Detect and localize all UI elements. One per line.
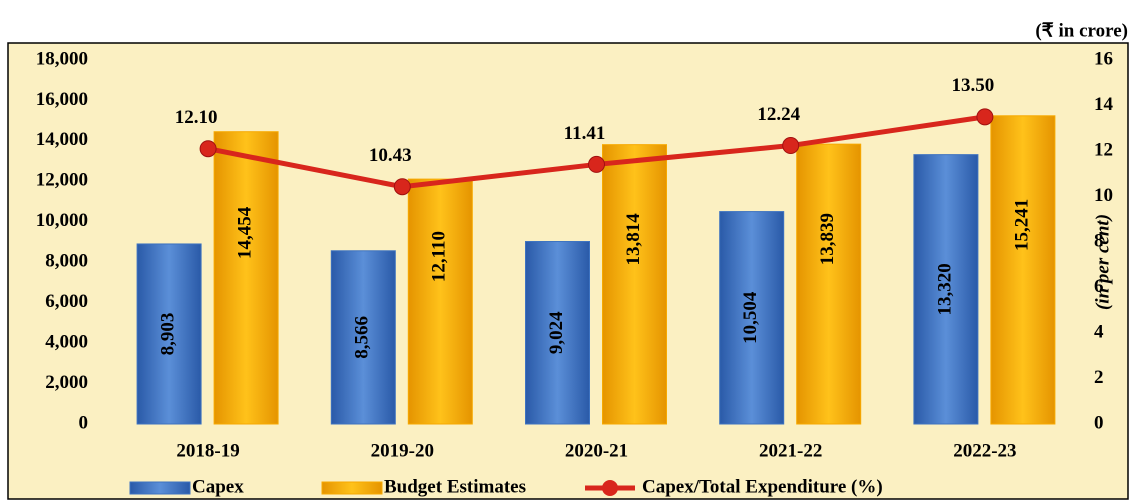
bar-value-label: 14,454 <box>234 206 255 259</box>
line-value-label: 11.41 <box>564 123 606 144</box>
bar <box>990 115 1056 425</box>
legend-marker <box>602 480 618 496</box>
bar <box>407 178 473 425</box>
x-tick-label: 2019-20 <box>371 440 434 461</box>
bar-value-label: 13,814 <box>623 213 644 266</box>
bar-value-label: 13,320 <box>934 263 955 315</box>
bar <box>525 241 590 425</box>
bar-value-label: 13,839 <box>817 213 838 265</box>
legend-label: Budget Estimates <box>384 476 526 497</box>
bar <box>913 154 979 425</box>
y-tick-label: 16,000 <box>36 89 88 110</box>
y2-axis-label: (in per cent) <box>1092 214 1113 310</box>
legend-label: Capex <box>192 476 244 497</box>
line-marker <box>782 137 800 155</box>
bar <box>719 211 785 425</box>
x-tick-label: 2020-21 <box>565 440 628 461</box>
bar-value-label: 8,566 <box>352 316 373 359</box>
x-tick-label: 2021-22 <box>759 440 822 461</box>
bar <box>213 131 279 425</box>
y-tick-label: 2,000 <box>45 372 88 393</box>
y2-tick-label: 14 <box>1094 94 1114 115</box>
bar-value-label: 8,903 <box>157 313 178 356</box>
bar <box>330 250 396 425</box>
y-tick-label: 8,000 <box>45 251 88 272</box>
legend-swatch <box>129 481 191 495</box>
y-tick-label: 10,000 <box>36 210 88 231</box>
bar-value-label: 10,504 <box>740 291 761 344</box>
y2-tick-label: 16 <box>1094 48 1113 69</box>
y2-tick-label: 0 <box>1094 412 1104 433</box>
y2-tick-label: 2 <box>1094 367 1104 388</box>
bar <box>136 243 202 425</box>
line-marker <box>588 155 605 173</box>
y-tick-label: 4,000 <box>45 331 88 352</box>
legend-swatch <box>321 481 383 495</box>
bar <box>602 144 667 425</box>
line-value-label: 12.10 <box>175 107 218 128</box>
unit-label: (₹ in crore) <box>1035 20 1128 41</box>
line-value-label: 10.43 <box>369 145 412 166</box>
bar-value-label: 12,110 <box>429 231 450 282</box>
line-marker <box>976 108 994 126</box>
y2-tick-label: 8 <box>1094 230 1104 251</box>
line-marker <box>393 178 411 196</box>
y-tick-label: 12,000 <box>36 170 88 191</box>
y-tick-label: 14,000 <box>36 129 88 150</box>
y-tick-label: 0 <box>79 412 89 433</box>
y2-tick-label: 12 <box>1094 139 1113 160</box>
x-tick-label: 2018-19 <box>176 440 239 461</box>
line-value-label: 13.50 <box>952 75 995 96</box>
y-tick-label: 6,000 <box>45 291 88 312</box>
y-tick-label: 18,000 <box>36 48 88 69</box>
bar-value-label: 15,241 <box>1011 199 1032 251</box>
y2-tick-label: 4 <box>1094 321 1104 342</box>
y2-tick-label: 10 <box>1094 185 1113 206</box>
bar-value-label: 9,024 <box>546 311 567 354</box>
line-marker <box>199 140 217 158</box>
y2-tick-label: 6 <box>1094 276 1104 297</box>
x-tick-label: 2022-23 <box>953 440 1016 461</box>
line-value-label: 12.24 <box>757 104 800 125</box>
legend-label: Capex/Total Expenditure (%) <box>642 476 883 497</box>
bar <box>796 143 862 425</box>
